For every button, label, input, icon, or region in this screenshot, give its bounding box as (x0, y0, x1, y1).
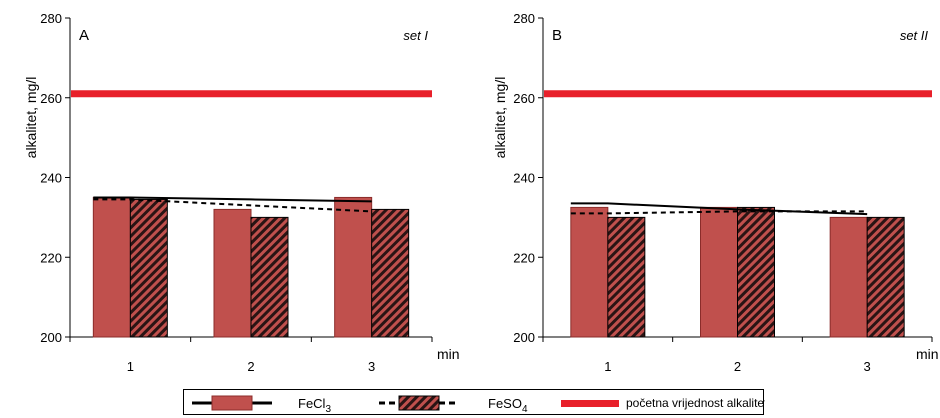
p2-bar-fecl3 (829, 216, 868, 338)
p2-y-tick-label: 220 (513, 250, 535, 265)
p1-x-tick-label: 1 (127, 359, 134, 374)
p2-bar-feso4 (607, 216, 646, 338)
p1-bar-feso4 (129, 198, 168, 338)
p2-panel-label: B (552, 27, 562, 44)
legend-initial-swatch (561, 400, 619, 407)
p2-set-label: set II (900, 28, 929, 43)
p1-y-tick-label: 220 (40, 250, 62, 265)
legend-feso4-label: FeSO4 (488, 396, 528, 415)
p2-y-tick-label: 240 (513, 171, 535, 186)
p1-bar-fecl3 (334, 196, 373, 338)
p2-bar-fecl3 (570, 206, 609, 338)
p1-trend-feso4 (93, 198, 372, 213)
p1-y-tick-label: 240 (40, 171, 62, 186)
legend: FeCl3 FeSO4 početna vrijednost alkalitet… (183, 389, 765, 415)
p1-x-tick-label: 3 (368, 359, 375, 374)
p2-y-tick-label: 200 (513, 330, 535, 345)
p1-y-axis-label: alkalitet, mg/l (23, 77, 39, 159)
p1-y-tick-label: 260 (40, 91, 62, 106)
legend-initial-label: početna vrijednost alkaliteta (626, 396, 765, 410)
legend-initial: početna vrijednost alkaliteta (561, 396, 765, 410)
p1-bar-fecl3 (213, 208, 252, 338)
legend-fecl3-label: FeCl3 (298, 396, 331, 415)
p2-x-tick-label: 3 (864, 359, 871, 374)
legend-fecl3: FeCl3 (192, 395, 331, 415)
p2-y-axis-label: alkalitet, mg/l (492, 77, 508, 159)
p2-x-tick-label: 2 (734, 359, 741, 374)
p1-bar-feso4 (250, 216, 289, 338)
p2-bar-fecl3 (700, 206, 738, 338)
legend-feso4: FeSO4 (379, 395, 528, 415)
p1-panel-label: A (79, 27, 89, 44)
chart-panel-b: 200 220 240 260 280 1 2 3 B set II alkalitet, mg/l… (492, 11, 939, 374)
p1-trend-fecl3 (93, 196, 372, 203)
p1-x-tick-label: 2 (247, 359, 254, 374)
p2-y-tick-label: 260 (513, 91, 535, 106)
legend-fecl3-swatch (211, 395, 253, 411)
legend-feso4-swatch (398, 395, 440, 411)
p1-x-axis-label: min (437, 346, 460, 362)
p1-y-tick-label: 280 (40, 11, 62, 26)
p2-trend-feso4 (570, 210, 868, 215)
p1-bar-fecl3 (92, 196, 131, 338)
p2-x-axis-label: min (916, 346, 939, 362)
p2-x-tick-label: 1 (604, 359, 611, 374)
p2-y-tick-label: 280 (513, 11, 535, 26)
p2-bar-feso4 (866, 216, 905, 338)
p1-bar-feso4 (371, 208, 410, 338)
p1-set-label: set I (403, 28, 428, 43)
p2-bar-feso4 (737, 206, 775, 338)
p1-y-tick-label: 200 (40, 330, 62, 345)
chart-panel-a: 200 220 240 260 280 1 2 3 A set I alkalitet, mg/l m… (23, 11, 460, 374)
p2-trend-fecl3 (570, 202, 868, 216)
